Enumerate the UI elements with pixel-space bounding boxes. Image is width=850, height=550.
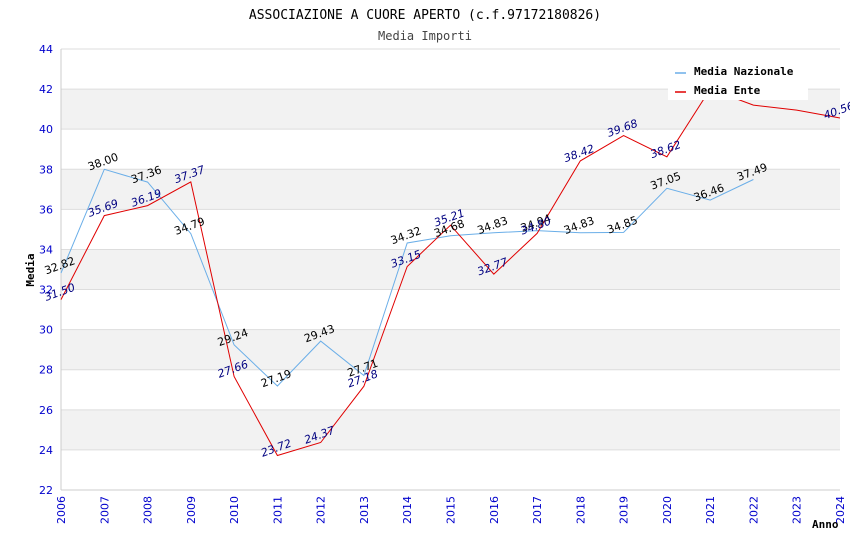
grid-bands (61, 49, 840, 490)
x-tick-label: 2022 (747, 496, 760, 524)
x-axis-ticks: 2006 2007 2008 2009 2010 2011 2012 2013 2014 2015… (55, 496, 847, 524)
x-tick-label: 2017 (531, 496, 544, 524)
x-tick-label: 2009 (185, 496, 198, 524)
y-tick-label: 28 (39, 364, 53, 377)
x-tick-label: 2021 (704, 496, 717, 524)
x-tick-label: 2010 (228, 496, 241, 524)
grid-band (61, 289, 840, 330)
x-tick-label: 2024 (834, 496, 847, 524)
x-tick-label: 2012 (315, 496, 328, 524)
y-tick-label: 34 (39, 243, 53, 256)
grid-band (61, 449, 840, 490)
grid-band (61, 209, 840, 250)
y-axis-label: Media (24, 253, 37, 286)
y-axis-ticks: 22 24 26 28 30 32 34 36 38 40 42 44 (39, 43, 53, 497)
x-tick-label: 2007 (98, 496, 111, 524)
y-tick-label: 42 (39, 83, 53, 96)
x-tick-label: 2008 (142, 496, 155, 524)
x-tick-label: 2019 (618, 496, 631, 524)
y-tick-label: 32 (39, 284, 53, 297)
x-axis-label: Anno (812, 518, 839, 531)
legend: Media Nazionale Media Ente (668, 60, 808, 100)
legend-label-nazionale: Media Nazionale (694, 65, 794, 78)
grid-band (61, 169, 840, 210)
x-tick-label: 2018 (574, 496, 587, 524)
chart-subtitle: Media Importi (378, 29, 472, 43)
x-tick-label: 2015 (445, 496, 458, 524)
x-tick-label: 2016 (488, 496, 501, 524)
x-tick-label: 2020 (661, 496, 674, 524)
grid-band (61, 369, 840, 410)
y-tick-label: 26 (39, 404, 53, 417)
y-tick-label: 22 (39, 484, 53, 497)
series-line-nazionale (60, 168, 754, 387)
grid-band (61, 249, 840, 290)
legend-box (668, 60, 808, 100)
x-tick-label: 2014 (401, 496, 414, 524)
grid-band (61, 409, 840, 450)
chart-title: ASSOCIAZIONE A CUORE APERTO (c.f.9717218… (249, 8, 601, 23)
grid-band (61, 329, 840, 370)
x-tick-label: 2023 (791, 496, 804, 524)
y-tick-label: 30 (39, 324, 53, 337)
y-tick-label: 24 (39, 444, 53, 457)
grid-band (61, 129, 840, 170)
y-tick-label: 36 (39, 203, 53, 216)
y-tick-label: 40 (39, 123, 53, 136)
x-tick-label: 2013 (358, 496, 371, 524)
y-tick-label: 38 (39, 163, 53, 176)
x-tick-label: 2006 (55, 496, 68, 524)
y-tick-label: 44 (39, 43, 53, 56)
legend-label-ente: Media Ente (694, 84, 761, 97)
x-tick-label: 2011 (271, 496, 284, 524)
